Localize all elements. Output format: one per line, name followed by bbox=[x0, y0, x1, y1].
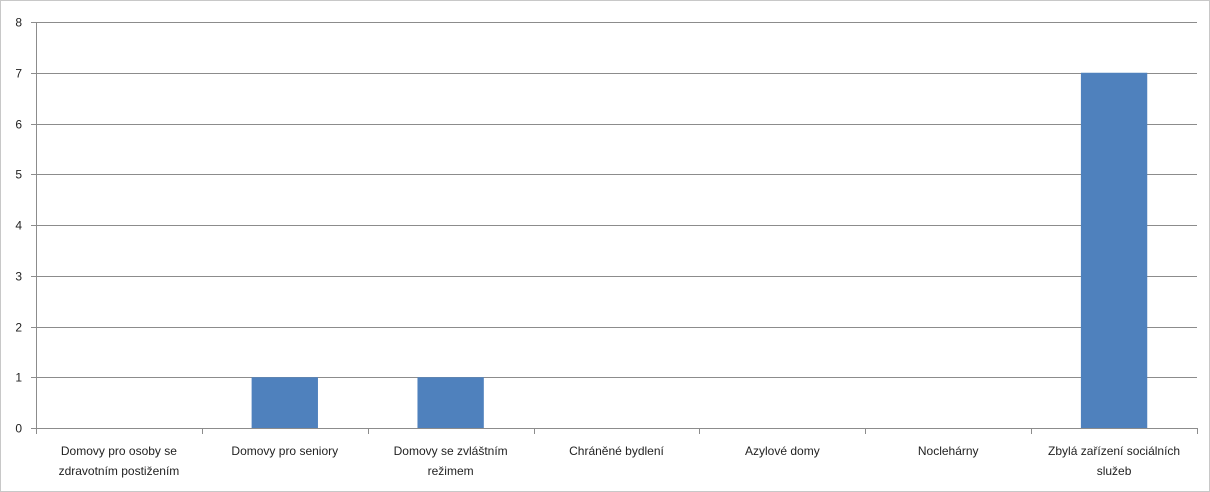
x-tick-label: Azylové domy bbox=[745, 444, 820, 458]
x-tick-label: zdravotním postižením bbox=[59, 464, 180, 478]
bar-1 bbox=[251, 377, 318, 428]
y-tick-label: 2 bbox=[15, 321, 22, 335]
y-tick-label: 5 bbox=[15, 168, 22, 182]
y-tick-label: 6 bbox=[15, 118, 22, 132]
y-tick-label: 4 bbox=[15, 219, 22, 233]
y-tick-label: 1 bbox=[15, 371, 22, 385]
axes bbox=[31, 22, 1198, 434]
x-tick-label: Domovy se zvláštním bbox=[394, 444, 508, 458]
bar-6 bbox=[1080, 72, 1148, 428]
bar-2 bbox=[417, 377, 484, 428]
x-tick-labels: Domovy pro osoby se zdravotním postižením… bbox=[59, 444, 1181, 478]
x-tick-label: služeb bbox=[1097, 464, 1132, 478]
x-tick-label: Domovy pro seniory bbox=[231, 444, 338, 458]
bars bbox=[251, 72, 1148, 428]
y-tick-label: 0 bbox=[15, 422, 22, 436]
gridlines bbox=[36, 22, 1197, 378]
y-tick-label: 3 bbox=[15, 270, 22, 284]
x-tick-label: režimem bbox=[428, 464, 474, 478]
x-tick-label: Chráněné bydlení bbox=[569, 444, 664, 458]
x-tick-label: Zbylá zařízení sociálních bbox=[1048, 444, 1180, 458]
y-tick-label: 7 bbox=[15, 67, 22, 81]
x-tick-label: Noclehárny bbox=[918, 444, 979, 458]
x-tick-label: Domovy pro osoby se bbox=[61, 444, 177, 458]
y-tick-labels: 0 1 2 3 4 5 6 7 8 bbox=[15, 16, 22, 436]
y-tick-label: 8 bbox=[15, 16, 22, 30]
